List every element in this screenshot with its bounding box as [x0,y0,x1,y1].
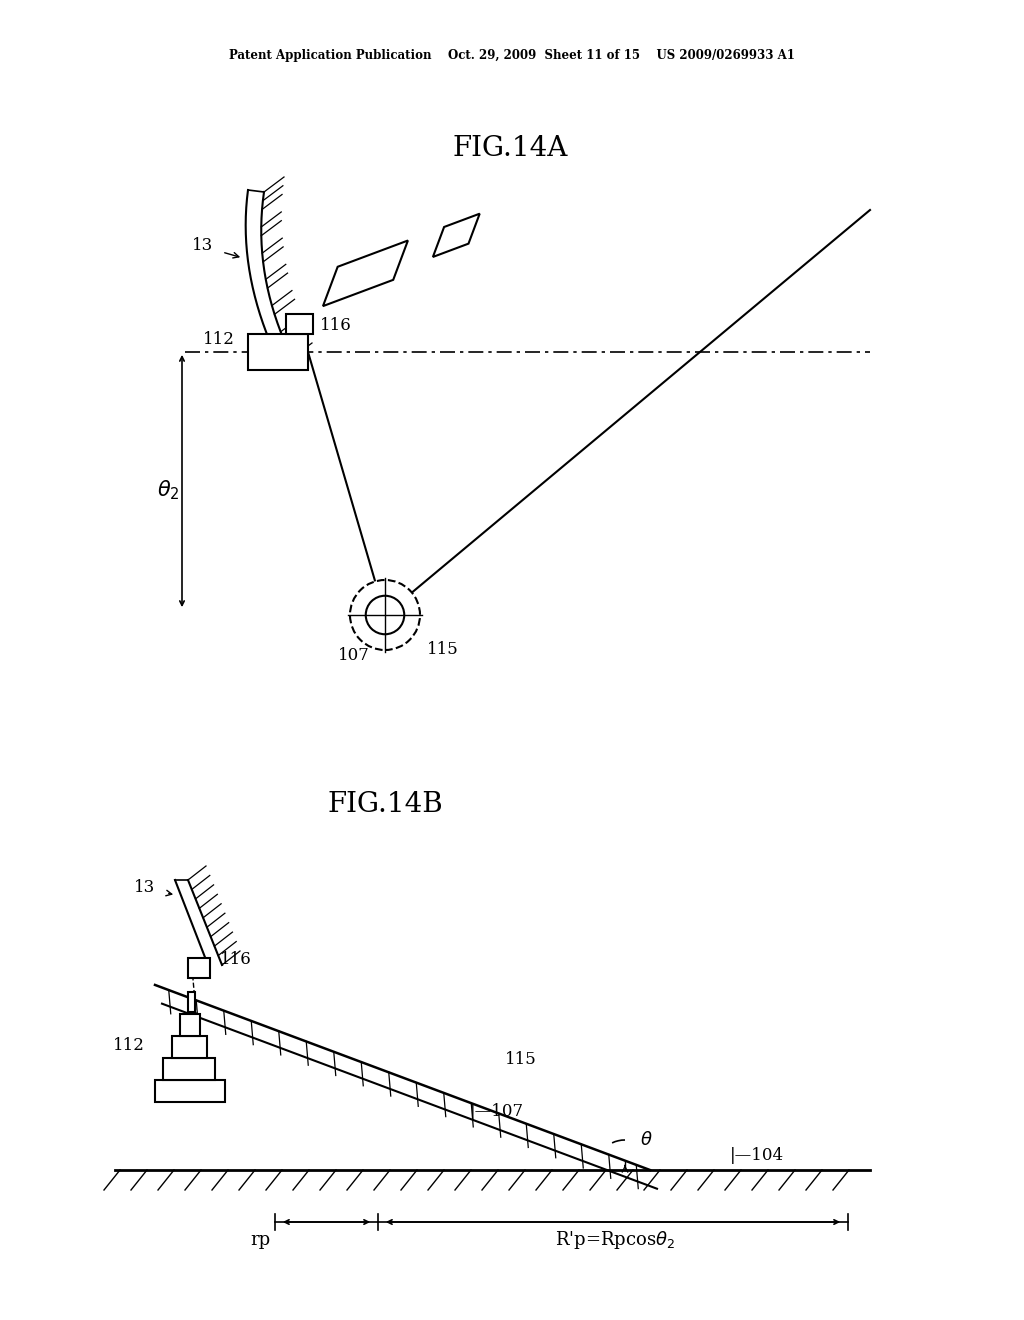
Text: $\theta_2$: $\theta_2$ [157,478,179,502]
Text: R'p=Rpcos$\theta_2$: R'p=Rpcos$\theta_2$ [555,1229,675,1251]
Text: 115: 115 [505,1052,537,1068]
Bar [248,334,308,370]
Text: |—107: |—107 [470,1104,524,1121]
Text: |—104: |—104 [730,1147,784,1163]
Text: 112: 112 [203,331,234,348]
Bar [180,1014,200,1036]
Bar [172,1036,207,1059]
Text: 115: 115 [427,642,459,659]
Bar [163,1059,215,1080]
Text: FIG.14A: FIG.14A [453,135,567,161]
Text: 107: 107 [338,647,370,664]
Bar [188,958,210,978]
Text: 112: 112 [113,1036,145,1053]
Text: Patent Application Publication    Oct. 29, 2009  Sheet 11 of 15    US 2009/02699: Patent Application Publication Oct. 29, … [229,49,795,62]
Text: $\theta$: $\theta$ [640,1131,652,1148]
Bar [155,1080,225,1102]
Text: 116: 116 [319,317,352,334]
Bar [188,993,195,1012]
Text: FIG.14B: FIG.14B [327,792,442,818]
Bar [286,314,313,334]
Text: 13: 13 [191,236,213,253]
Text: 13: 13 [134,879,155,896]
Polygon shape [323,240,408,306]
Text: rp: rp [250,1232,270,1249]
Circle shape [366,595,404,634]
Polygon shape [433,214,479,257]
Text: 116: 116 [220,952,252,969]
Circle shape [350,579,420,649]
